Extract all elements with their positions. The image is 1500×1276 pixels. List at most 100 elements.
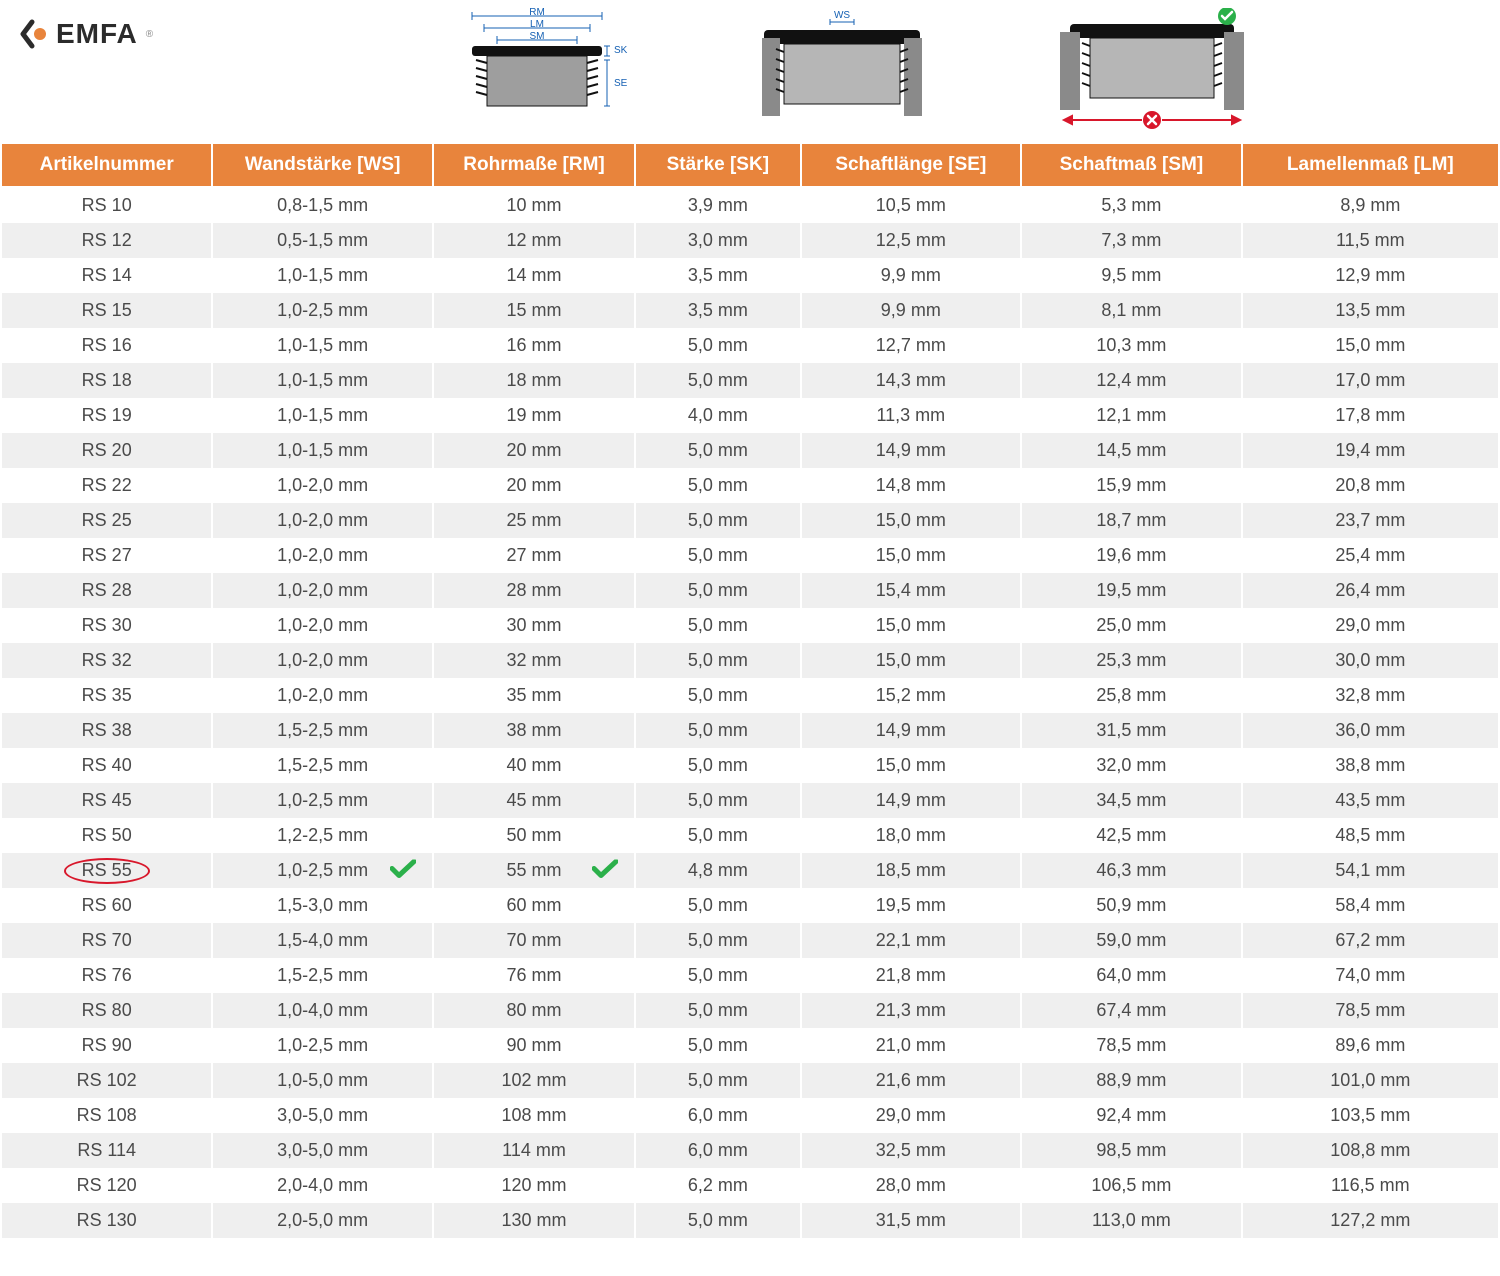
table-cell: 25,4 mm (1242, 538, 1499, 573)
table-cell: 1,0-2,0 mm (212, 643, 433, 678)
table-cell: 8,9 mm (1242, 187, 1499, 223)
table-cell: 5,0 mm (635, 468, 800, 503)
table-cell: RS 55 (1, 853, 212, 888)
table-cell: 120 mm (433, 1168, 635, 1203)
highlight-ring-icon (64, 858, 150, 884)
table-cell: RS 30 (1, 608, 212, 643)
table-cell: 5,0 mm (635, 888, 800, 923)
table-cell: 35 mm (433, 678, 635, 713)
table-cell: 17,0 mm (1242, 363, 1499, 398)
column-header: Stärke [SK] (635, 143, 800, 187)
table-cell: 108 mm (433, 1098, 635, 1133)
table-cell: 12,4 mm (1021, 363, 1242, 398)
table-cell: RS 50 (1, 818, 212, 853)
table-cell: 5,0 mm (635, 328, 800, 363)
table-cell: 67,2 mm (1242, 923, 1499, 958)
table-cell: RS 32 (1, 643, 212, 678)
table-cell: 23,7 mm (1242, 503, 1499, 538)
check-icon (390, 855, 416, 886)
table-cell: 25,8 mm (1021, 678, 1242, 713)
table-cell: 78,5 mm (1242, 993, 1499, 1028)
table-row: RS 551,0-2,5 mm55 mm4,8 mm18,5 mm46,3 mm… (1, 853, 1499, 888)
table-cell: 3,5 mm (635, 293, 800, 328)
table-row: RS 1143,0-5,0 mm114 mm6,0 mm32,5 mm98,5 … (1, 1133, 1499, 1168)
table-cell: 5,0 mm (635, 748, 800, 783)
table-cell: RS 35 (1, 678, 212, 713)
table-cell: 5,0 mm (635, 643, 800, 678)
table-cell: 1,0-5,0 mm (212, 1063, 433, 1098)
table-cell: 5,0 mm (635, 608, 800, 643)
table-cell: 25 mm (433, 503, 635, 538)
table-cell: 9,9 mm (801, 258, 1022, 293)
table-cell: 1,0-2,0 mm (212, 608, 433, 643)
table-cell: 36,0 mm (1242, 713, 1499, 748)
table-cell: 19,6 mm (1021, 538, 1242, 573)
table-cell: RS 90 (1, 1028, 212, 1063)
table-cell: 1,0-2,0 mm (212, 538, 433, 573)
table-cell: 18 mm (433, 363, 635, 398)
table-cell: RS 25 (1, 503, 212, 538)
table-cell: 38,8 mm (1242, 748, 1499, 783)
table-cell: 3,0 mm (635, 223, 800, 258)
table-cell: 113,0 mm (1021, 1203, 1242, 1238)
table-cell: 13,5 mm (1242, 293, 1499, 328)
table-cell: 3,9 mm (635, 187, 800, 223)
diagram-correct-wrong (1052, 8, 1252, 138)
table-cell: 15,9 mm (1021, 468, 1242, 503)
table-cell: 5,0 mm (635, 713, 800, 748)
table-cell: 38 mm (433, 713, 635, 748)
table-cell: 54,1 mm (1242, 853, 1499, 888)
table-cell: 29,0 mm (801, 1098, 1022, 1133)
table-cell: 15 mm (433, 293, 635, 328)
table-cell: 26,4 mm (1242, 573, 1499, 608)
table-cell: 114 mm (433, 1133, 635, 1168)
table-cell: 1,0-2,5 mm (212, 293, 433, 328)
table-cell: 106,5 mm (1021, 1168, 1242, 1203)
table-cell: 1,0-2,0 mm (212, 573, 433, 608)
label-sm: SM (530, 31, 545, 42)
table-cell: 20,8 mm (1242, 468, 1499, 503)
table-cell: 5,0 mm (635, 1203, 800, 1238)
table-cell: 5,0 mm (635, 363, 800, 398)
spec-table: ArtikelnummerWandstärke [WS]Rohrmaße [RM… (0, 142, 1500, 1238)
table-cell: 30,0 mm (1242, 643, 1499, 678)
table-cell: 19 mm (433, 398, 635, 433)
table-cell: 10,5 mm (801, 187, 1022, 223)
table-row: RS 301,0-2,0 mm30 mm5,0 mm15,0 mm25,0 mm… (1, 608, 1499, 643)
table-cell: RS 10 (1, 187, 212, 223)
table-cell: 103,5 mm (1242, 1098, 1499, 1133)
table-cell: 1,0-2,5 mm (212, 783, 433, 818)
table-cell: 0,8-1,5 mm (212, 187, 433, 223)
table-row: RS 1083,0-5,0 mm108 mm6,0 mm29,0 mm92,4 … (1, 1098, 1499, 1133)
table-row: RS 321,0-2,0 mm32 mm5,0 mm15,0 mm25,3 mm… (1, 643, 1499, 678)
column-header: Rohrmaße [RM] (433, 143, 635, 187)
table-cell: 19,5 mm (801, 888, 1022, 923)
table-row: RS 1021,0-5,0 mm102 mm5,0 mm21,6 mm88,9 … (1, 1063, 1499, 1098)
table-cell: 92,4 mm (1021, 1098, 1242, 1133)
table-cell: RS 19 (1, 398, 212, 433)
table-cell: 27 mm (433, 538, 635, 573)
table-cell: 5,3 mm (1021, 187, 1242, 223)
table-cell: RS 18 (1, 363, 212, 398)
label-rm: RM (529, 8, 545, 18)
table-cell: RS 15 (1, 293, 212, 328)
table-cell: 98,5 mm (1021, 1133, 1242, 1168)
table-cell: 20 mm (433, 468, 635, 503)
table-cell: 15,0 mm (801, 538, 1022, 573)
table-cell: 5,0 mm (635, 958, 800, 993)
table-row: RS 801,0-4,0 mm80 mm5,0 mm21,3 mm67,4 mm… (1, 993, 1499, 1028)
table-row: RS 281,0-2,0 mm28 mm5,0 mm15,4 mm19,5 mm… (1, 573, 1499, 608)
table-cell: 19,5 mm (1021, 573, 1242, 608)
brand-logo: EMFA® (20, 8, 154, 50)
table-cell: RS 80 (1, 993, 212, 1028)
table-cell: 32,8 mm (1242, 678, 1499, 713)
column-header: Artikelnummer (1, 143, 212, 187)
table-cell: 1,0-2,5 mm (212, 1028, 433, 1063)
table-cell: 5,0 mm (635, 573, 800, 608)
table-row: RS 701,5-4,0 mm70 mm5,0 mm22,1 mm59,0 mm… (1, 923, 1499, 958)
table-cell: 5,0 mm (635, 1063, 800, 1098)
table-cell: 12,9 mm (1242, 258, 1499, 293)
table-cell: RS 45 (1, 783, 212, 818)
table-cell: 43,5 mm (1242, 783, 1499, 818)
column-header: Schaftmaß [SM] (1021, 143, 1242, 187)
